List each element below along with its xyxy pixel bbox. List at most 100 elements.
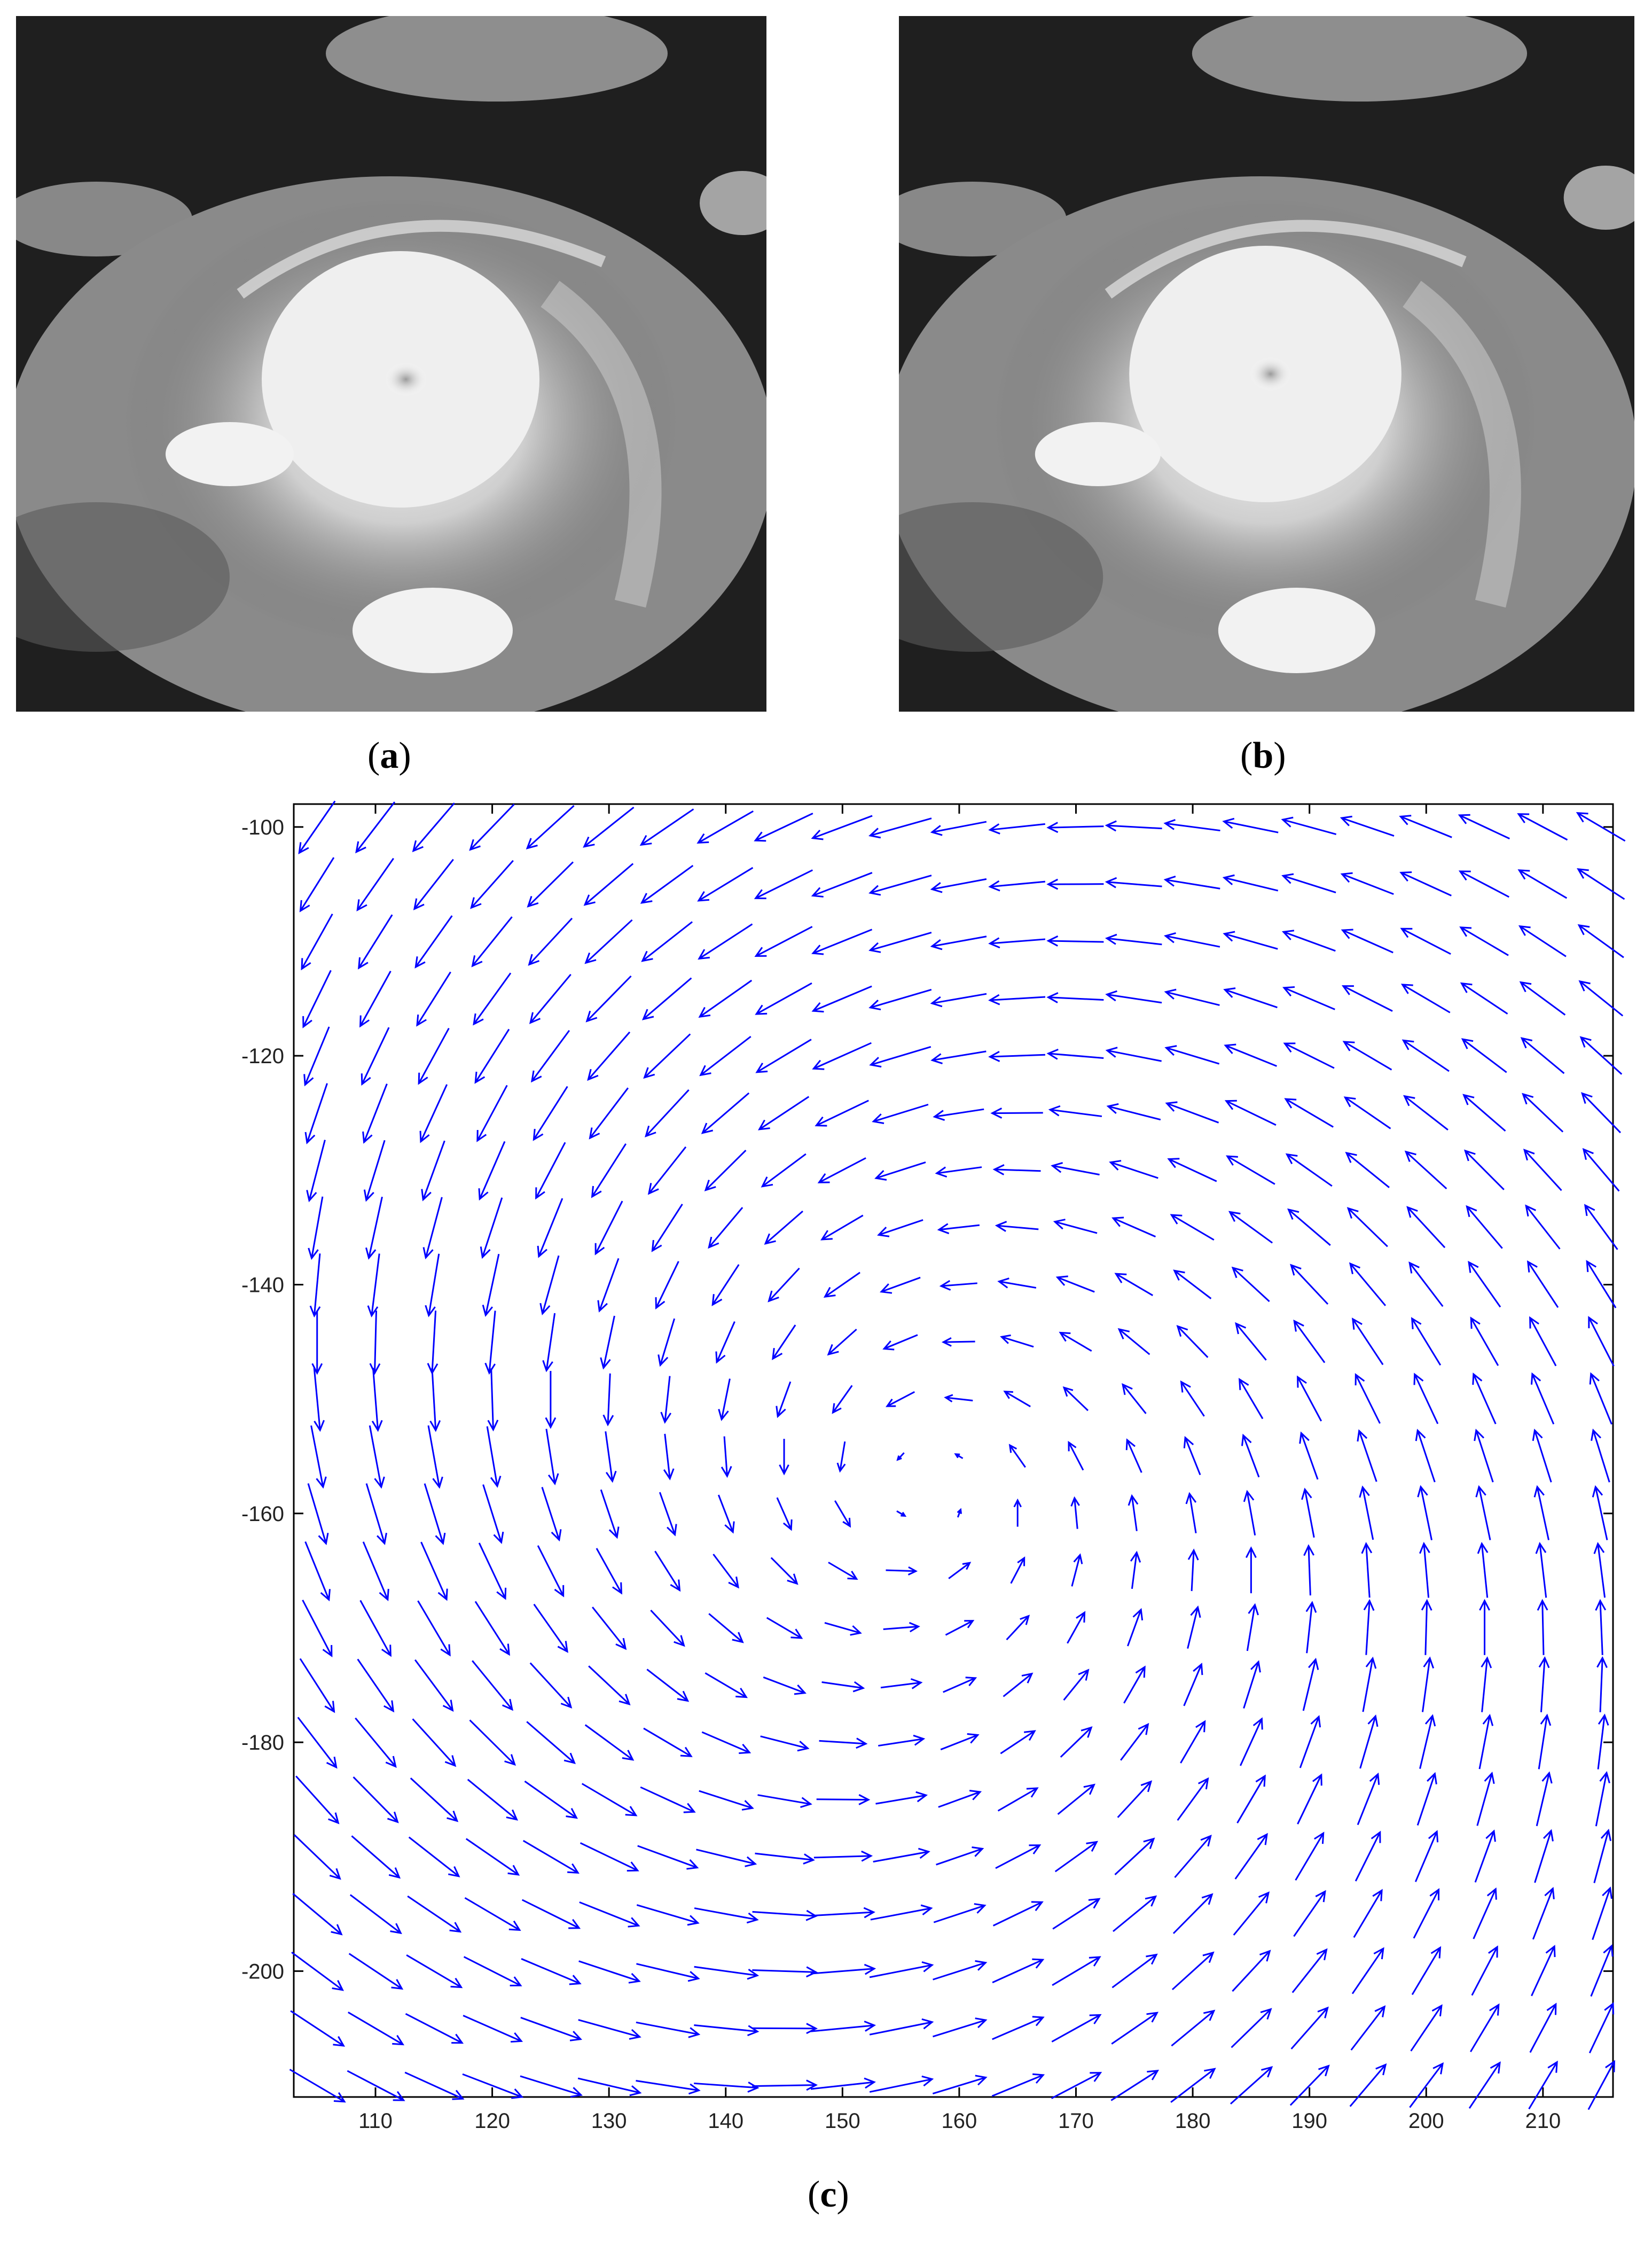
vector-arrow — [353, 1776, 399, 1823]
vector-arrow — [596, 1548, 623, 1595]
vector-arrow — [1105, 820, 1162, 832]
vector-arrow — [704, 1149, 747, 1191]
vector-arrow — [1234, 1833, 1268, 1880]
vector-arrow — [816, 1794, 871, 1805]
vector-arrow — [755, 1039, 812, 1073]
vector-arrow — [464, 1897, 521, 1931]
vector-arrow — [869, 2018, 934, 2036]
vector-arrow — [1059, 1331, 1092, 1352]
vector-arrow — [1421, 1599, 1432, 1655]
vector-arrow — [1523, 1149, 1562, 1191]
vector-arrow — [581, 1783, 638, 1817]
vector-arrow — [873, 1847, 930, 1863]
vector-arrow — [817, 1157, 866, 1183]
vector-arrow — [988, 1051, 1046, 1062]
vector-arrow — [1046, 992, 1104, 1003]
vector-arrow — [770, 1557, 798, 1585]
vector-arrow — [1595, 1599, 1607, 1655]
vector-arrow — [1243, 1660, 1261, 1709]
vector-arrow — [1590, 1944, 1614, 1997]
vector-arrow — [1343, 1096, 1391, 1129]
vector-arrow — [484, 1311, 496, 1375]
vector-arrow — [694, 1907, 759, 1924]
vector-arrow — [636, 1904, 700, 1926]
vector-arrow — [487, 1368, 499, 1432]
vector-arrow — [992, 1901, 1044, 1927]
vector-arrow — [1239, 1377, 1264, 1420]
vector-arrow — [1479, 1599, 1490, 1655]
vector-arrow — [427, 1425, 443, 1489]
vector-arrow — [948, 1562, 972, 1579]
y-tick-label: -180 — [241, 1731, 284, 1755]
vector-arrow — [1359, 1714, 1379, 1769]
vector-arrow — [1111, 1953, 1158, 1989]
vector-arrow — [883, 1621, 920, 1633]
vector-arrow — [311, 1311, 323, 1375]
vector-arrow — [1299, 1431, 1319, 1480]
vector-arrow — [1468, 1260, 1501, 1308]
vector-arrow — [1111, 1217, 1156, 1238]
vector-arrow — [1046, 822, 1104, 833]
vector-arrow — [1164, 988, 1220, 1006]
vector-arrow — [298, 800, 336, 854]
vector-arrow — [779, 1439, 789, 1476]
vector-arrow — [639, 808, 694, 846]
vector-arrow — [1236, 1774, 1266, 1823]
vector-arrow — [1353, 1889, 1383, 1938]
x-tick-label: 190 — [1291, 2109, 1327, 2133]
x-tick-label: 180 — [1175, 2109, 1211, 2133]
vector-arrow — [636, 2021, 701, 2038]
vector-arrow — [424, 1483, 446, 1545]
vector-arrow — [1404, 1150, 1447, 1190]
vector-arrow — [537, 1545, 565, 1597]
vector-arrow — [1532, 1428, 1552, 1483]
vector-arrow — [1474, 1829, 1496, 1883]
vector-arrow — [420, 1541, 448, 1601]
vector-arrow — [1120, 1722, 1149, 1761]
vector-arrow — [1183, 1663, 1203, 1706]
vector-arrow — [541, 1487, 562, 1542]
vector-arrow — [1411, 1946, 1442, 1995]
vector-arrow — [1588, 2002, 1615, 2054]
vector-arrow — [930, 821, 987, 836]
vector-arrow — [1070, 1496, 1080, 1529]
vector-arrow — [930, 935, 987, 950]
vector-arrow — [1526, 1260, 1559, 1308]
vector-arrow — [694, 2082, 760, 2093]
vector-arrow — [1293, 1319, 1326, 1363]
vector-arrow — [583, 863, 634, 906]
vector-arrow — [306, 1140, 326, 1203]
vector-arrow — [522, 1839, 580, 1874]
vector-arrow — [474, 1028, 510, 1084]
vector-arrow — [813, 1850, 873, 1862]
vector-arrow — [585, 975, 632, 1023]
vector-arrow — [869, 2075, 934, 2093]
vector-arrow — [365, 1196, 383, 1260]
vector-arrow — [1003, 1672, 1034, 1697]
vector-arrow — [419, 1084, 448, 1143]
vector-arrow — [578, 1960, 641, 1984]
vector-arrow — [1067, 1611, 1086, 1644]
satellite-image-a — [16, 16, 766, 712]
vector-arrow — [1290, 1264, 1329, 1305]
vector-arrow — [1125, 1438, 1142, 1473]
vector-arrow — [836, 1441, 846, 1473]
vector-arrow — [1458, 814, 1510, 840]
vector-arrow — [1591, 1428, 1610, 1483]
vector-arrow — [932, 2075, 988, 2095]
vector-arrow — [1290, 2006, 1329, 2049]
vector-arrow — [1355, 1373, 1381, 1424]
vector-arrow — [1533, 1485, 1549, 1540]
vector-arrow — [1110, 2070, 1160, 2101]
vector-arrow — [367, 1253, 380, 1318]
vector-arrow — [1297, 1375, 1322, 1422]
vector-arrow — [992, 1958, 1045, 1984]
vector-arrow — [529, 1662, 573, 1709]
vector-arrow — [1409, 2062, 1444, 2108]
vector-arrow — [1117, 1780, 1153, 1818]
vector-arrow — [1233, 1891, 1270, 1936]
vector-arrow — [1163, 932, 1220, 948]
vector-arrow — [1350, 2005, 1386, 2051]
vector-arrow — [425, 1253, 440, 1318]
vector-arrow — [1171, 1951, 1215, 1991]
